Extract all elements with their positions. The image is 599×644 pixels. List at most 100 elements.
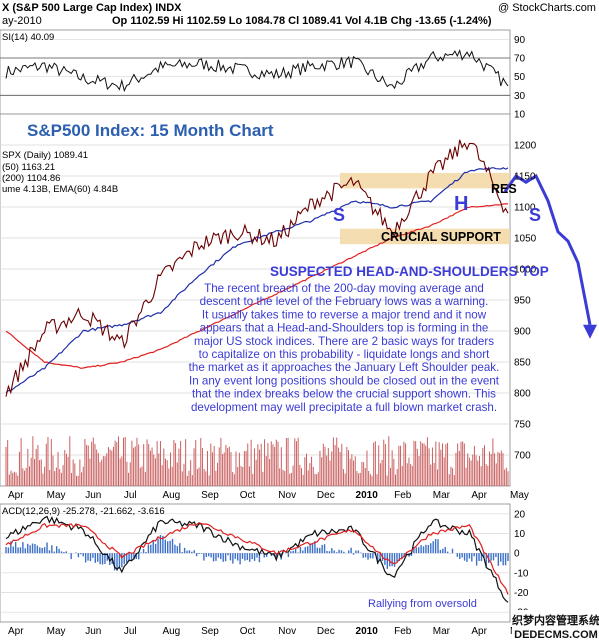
x-tick-label: May: [47, 490, 66, 501]
x-tick-label: Sep: [201, 490, 219, 501]
y-tick-label: 90: [514, 35, 526, 46]
resistance-label: RES: [491, 182, 517, 196]
x-tick-label: Dec: [317, 626, 335, 637]
x-tick-label: Oct: [240, 490, 256, 501]
month-axis-top: Apr May Jun Jul Aug Sep Oct Nov Dec 2010 Feb Mar Apr…: [8, 490, 529, 501]
y-tick-label: 10: [514, 529, 526, 540]
commentary: The recent breach of the 200-day moving …: [189, 282, 500, 414]
macd-label: ACD(12,26,9) -25.278, -21.662, -3.616: [2, 506, 165, 517]
x-tick-label: Dec: [317, 490, 335, 501]
ma50-line: [5, 167, 509, 394]
zone-band: [340, 172, 510, 189]
price-panel: 700 750 800 850 900 950 1000 1050 1100 1150 1200 S…: [0, 113, 597, 487]
commentary-line: In any event long positions should be cl…: [189, 374, 500, 387]
rsi-tick-labels: 10 30 50 70 90: [514, 35, 526, 121]
left-shoulder-label: S: [333, 205, 345, 225]
watermark-source: @ StockCharts.com: [498, 2, 596, 14]
rsi-panel: SI(14) 40.09 10 30 50 70 90: [0, 29, 526, 121]
price-line: [5, 139, 509, 397]
x-tick-label: Nov: [278, 626, 296, 637]
y-tick-label: -10: [514, 568, 529, 579]
x-tick-label: Apr: [8, 490, 24, 501]
commentary-line: development may well precipitate a full …: [191, 401, 497, 414]
y-tick-label: 1200: [514, 141, 537, 152]
macd-frame: [0, 503, 511, 623]
volume-bars: [5, 436, 509, 486]
x-tick-label: Sep: [201, 626, 219, 637]
x-tick-label: Mar: [433, 490, 451, 501]
header-quote: Op 1102.59 Hi 1102.59 Lo 1084.78 Cl 1089…: [112, 15, 492, 27]
x-tick-label: Oct: [240, 626, 256, 637]
x-tick-label: May: [510, 490, 529, 501]
y-tick-label: 1050: [514, 234, 537, 245]
rsi-grid: [0, 38, 510, 115]
x-tick-label: 2010: [356, 626, 379, 637]
x-tick-label: Feb: [394, 490, 412, 501]
volume-label: ume 4.13B, EMA(60) 4.84B: [2, 184, 118, 195]
chart-title: S&P500 Index: 15 Month Chart: [27, 121, 274, 140]
x-tick-label: Apr: [8, 626, 24, 637]
zones: [340, 172, 510, 245]
x-tick-label: Mar: [433, 626, 451, 637]
header-date: ay-2010: [2, 15, 42, 27]
commentary-line: appears that a Head-and-Shoulders top is…: [200, 322, 489, 335]
price-label: SPX (Daily) 1089.41: [2, 150, 88, 161]
y-tick-label: 850: [514, 358, 531, 369]
commentary-line: The recent breach of the 200-day moving …: [204, 282, 484, 295]
commentary-line: It usually takes time to reverse a major…: [202, 308, 487, 321]
y-tick-label: 900: [514, 327, 531, 338]
x-tick-label: Apr: [471, 490, 487, 501]
ma50-label: (50) 1163.21: [2, 162, 55, 173]
price-tick-labels: 700 750 800 850 900 950 1000 1050 1100 1150 1200: [514, 141, 537, 462]
y-tick-label: 1000: [514, 265, 537, 276]
macd-line: [5, 515, 509, 603]
rsi-frame: [0, 29, 511, 115]
watermark: 织梦内容管理系统 DEDECMS.COM: [512, 610, 599, 644]
y-tick-label: 700: [514, 451, 531, 462]
watermark-line-1: 织梦内容管理系统: [512, 613, 599, 627]
y-tick-label: 1100: [514, 203, 536, 214]
commentary-line: to capitalize on this probability - liqu…: [199, 348, 490, 361]
commentary-line: major US stock indices. There are 2 basi…: [194, 335, 494, 348]
x-tick-label: Jul: [124, 626, 137, 637]
zone-band: [340, 228, 510, 245]
commentary-line: descent to the level of the February low…: [200, 295, 489, 308]
y-tick-label: 50: [514, 72, 526, 83]
y-tick-label: 1150: [514, 172, 536, 183]
y-tick-label: 0: [514, 549, 520, 560]
commentary-line: the market as it approaches the January …: [189, 361, 500, 374]
hs-top-label: SUSPECTED HEAD-AND-SHOULDERS TOP: [270, 264, 549, 279]
y-tick-label: 70: [514, 54, 526, 65]
y-tick-label: 10: [514, 110, 526, 121]
y-tick-label: -20: [514, 588, 529, 599]
ma200-line: [5, 203, 509, 369]
right-shoulder-label: S: [529, 205, 541, 225]
x-tick-label: Jun: [85, 626, 101, 637]
x-tick-label: Aug: [162, 626, 180, 637]
x-tick-label: 2010: [356, 490, 379, 501]
ma200-label: (200) 1104.86: [2, 173, 60, 184]
y-tick-label: 30: [514, 91, 526, 102]
x-tick-label: Apr: [471, 626, 487, 637]
x-tick-label: Feb: [394, 626, 412, 637]
head-label: H: [454, 193, 468, 215]
x-tick-label: May: [47, 626, 66, 637]
x-tick-label: Jul: [124, 490, 137, 501]
y-tick-label: 750: [514, 420, 531, 431]
x-tick-label: Aug: [162, 490, 180, 501]
y-tick-label: 800: [514, 389, 531, 400]
y-tick-label: 20: [514, 509, 526, 520]
rsi-label: SI(14) 40.09: [2, 32, 54, 43]
projection-arrow: [583, 324, 597, 339]
header-title: X (S&P 500 Large Cap Index) INDX: [2, 2, 182, 14]
x-tick-label: Jun: [85, 490, 101, 501]
header-bg: [0, 0, 599, 30]
y-tick-label: 950: [514, 296, 531, 307]
month-axis-bottom: Apr May Jun Jul Aug Sep Oct Nov Dec 2010 Feb Mar Apr…: [8, 626, 529, 637]
macd-histogram: [5, 535, 509, 571]
crucial-support-label: CRUCIAL SUPPORT: [381, 230, 501, 244]
x-tick-label: Nov: [278, 490, 296, 501]
